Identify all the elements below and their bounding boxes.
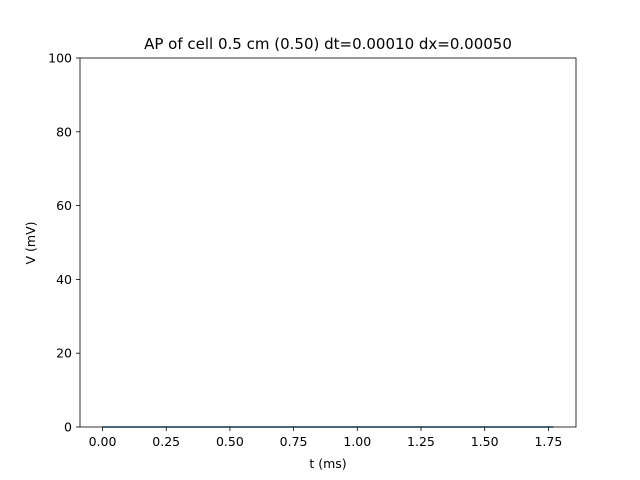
y-tick-label: 20 bbox=[56, 346, 72, 361]
y-tick-label: 0 bbox=[64, 420, 72, 435]
y-tick-label: 80 bbox=[56, 124, 72, 139]
x-tick-label: 0.00 bbox=[89, 434, 117, 449]
x-tick-label: 1.25 bbox=[407, 434, 435, 449]
y-tick-label: 40 bbox=[56, 272, 72, 287]
x-axis-label: t (ms) bbox=[309, 456, 346, 471]
x-tick-label: 0.75 bbox=[280, 434, 308, 449]
plot-area: 0.00 0.25 0.50 0.75 1.00 1.25 1.50 1.75 0 20 40 60 8… bbox=[48, 51, 577, 449]
chart-title: AP of cell 0.5 cm (0.50) dt=0.00010 dx=0… bbox=[144, 35, 512, 53]
y-tick-label: 100 bbox=[48, 51, 72, 66]
x-tick-label: 1.00 bbox=[343, 434, 371, 449]
x-tick-label: 0.25 bbox=[152, 434, 180, 449]
x-tick-label: 1.75 bbox=[534, 434, 562, 449]
x-tick-label: 1.50 bbox=[471, 434, 499, 449]
x-tick-label: 0.50 bbox=[216, 434, 244, 449]
y-tick-label: 60 bbox=[56, 198, 72, 213]
y-axis-label: V (mV) bbox=[23, 221, 38, 264]
plot-frame bbox=[79, 57, 577, 428]
